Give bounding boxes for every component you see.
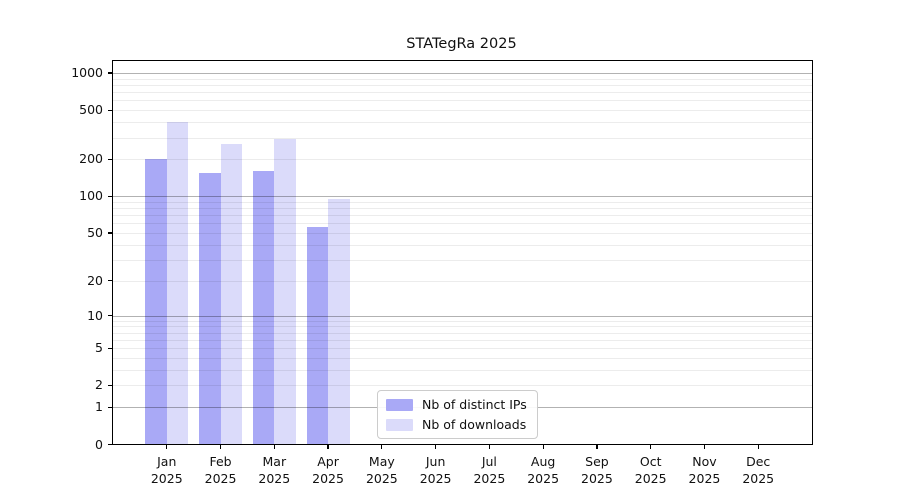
gridline-minor <box>113 137 812 139</box>
gridline-minor <box>113 348 812 350</box>
x-axis-tick <box>757 444 759 449</box>
bar-downloads <box>328 199 350 444</box>
x-axis-tick-label: May 2025 <box>365 454 398 486</box>
x-axis-tick-label: Apr 2025 <box>312 454 344 486</box>
gridline-minor <box>113 233 812 235</box>
y-axis-tick <box>108 195 113 197</box>
x-axis-tick-label: Dec 2025 <box>742 454 775 486</box>
bar-distinct-ips <box>306 227 329 444</box>
y-axis-tick-label: 20 <box>87 272 103 288</box>
y-axis-tick-label: 500 <box>79 102 103 118</box>
x-axis-tick <box>435 444 437 449</box>
x-axis-tick-label: Jun 2025 <box>419 454 452 486</box>
y-axis-tick-label: 100 <box>79 188 103 204</box>
x-axis-tick-label: Nov 2025 <box>688 454 721 486</box>
gridline-minor <box>113 92 812 94</box>
x-axis-tick-label: Oct 2025 <box>634 454 667 486</box>
gridline-minor <box>113 84 812 86</box>
gridline-minor <box>113 215 812 217</box>
x-axis-tick-label: Jan 2025 <box>150 454 183 486</box>
y-axis-tick <box>108 347 113 349</box>
x-axis-tick <box>219 444 222 449</box>
x-axis-tick <box>650 444 652 449</box>
y-axis-tick <box>108 280 113 282</box>
bar-downloads <box>274 139 296 444</box>
x-axis-tick <box>327 444 329 449</box>
gridline-major <box>113 73 812 74</box>
y-axis-tick-label: 2 <box>95 377 103 393</box>
legend-swatch-downloads-icon <box>386 418 413 431</box>
gridline-minor <box>113 320 812 322</box>
x-axis-tick-label: Sep 2025 <box>581 454 613 486</box>
y-axis-tick <box>108 72 113 74</box>
gridline-minor <box>113 369 812 371</box>
y-axis-tick <box>108 109 113 111</box>
x-axis-tick-label: Aug 2025 <box>527 454 560 486</box>
gridline-minor <box>113 110 812 112</box>
y-axis-tick-label: 1000 <box>71 65 103 80</box>
y-axis-tick-label: 10 <box>87 307 103 323</box>
bar-distinct-ips <box>199 172 221 444</box>
x-axis-tick-label: Feb 2025 <box>204 454 237 486</box>
legend-item-distinct-ips: Nb of distinct IPs <box>386 397 527 412</box>
y-axis-tick <box>108 314 113 317</box>
y-axis-tick <box>108 443 113 446</box>
x-axis-tick <box>166 444 168 449</box>
legend: Nb of distinct IPs Nb of downloads <box>377 390 538 439</box>
y-axis-tick-label: 1 <box>95 399 103 415</box>
gridline-minor <box>113 78 812 80</box>
y-axis-tick <box>108 158 113 160</box>
gridline-minor <box>113 122 812 124</box>
x-axis-tick <box>381 444 383 449</box>
bar-distinct-ips <box>252 171 275 444</box>
y-axis-tick <box>108 384 113 386</box>
gridline-major <box>113 196 812 198</box>
gridline-minor <box>113 201 812 203</box>
gridline-major <box>113 315 812 317</box>
x-axis-tick-label: Jul 2025 <box>473 454 506 486</box>
y-axis-tick <box>108 232 113 234</box>
chart-title: STATegRa 2025 <box>406 36 517 52</box>
x-axis-tick <box>542 444 544 449</box>
gridline-minor <box>113 223 812 225</box>
y-axis-tick-label: 50 <box>87 225 103 241</box>
plot-area: Nb of distinct IPs Nb of downloads 0 1 2 5 1… <box>71 60 813 486</box>
gridline-minor <box>113 159 812 161</box>
bar-downloads <box>220 144 243 444</box>
gridline-minor <box>113 357 812 359</box>
gridline-minor <box>113 100 812 102</box>
x-axis-tick <box>273 444 275 449</box>
x-axis-tick-label: Mar 2025 <box>258 454 291 486</box>
gridline-minor <box>113 385 812 387</box>
gridline-minor <box>113 208 812 210</box>
gridline-minor <box>113 244 812 246</box>
gridline-minor <box>113 259 812 261</box>
gridline-minor <box>113 332 812 334</box>
gridline-minor <box>113 339 812 341</box>
x-axis-tick <box>488 444 490 449</box>
y-axis-tick-label: 5 <box>95 340 103 356</box>
legend-swatch-distinct-ips-icon <box>386 398 413 411</box>
legend-label-distinct-ips: Nb of distinct IPs <box>422 397 527 412</box>
bar-downloads <box>166 122 189 444</box>
x-axis-tick <box>596 444 598 449</box>
gridline-minor <box>113 280 812 282</box>
gridline-minor <box>113 326 812 328</box>
x-axis-tick <box>703 444 706 449</box>
legend-label-downloads: Nb of downloads <box>422 417 527 432</box>
y-axis-tick <box>108 406 113 408</box>
legend-item-downloads: Nb of downloads <box>386 417 527 432</box>
bar-distinct-ips <box>145 159 167 444</box>
y-axis-tick-label: 200 <box>79 151 103 167</box>
y-axis-tick-label: 0 <box>95 436 103 452</box>
